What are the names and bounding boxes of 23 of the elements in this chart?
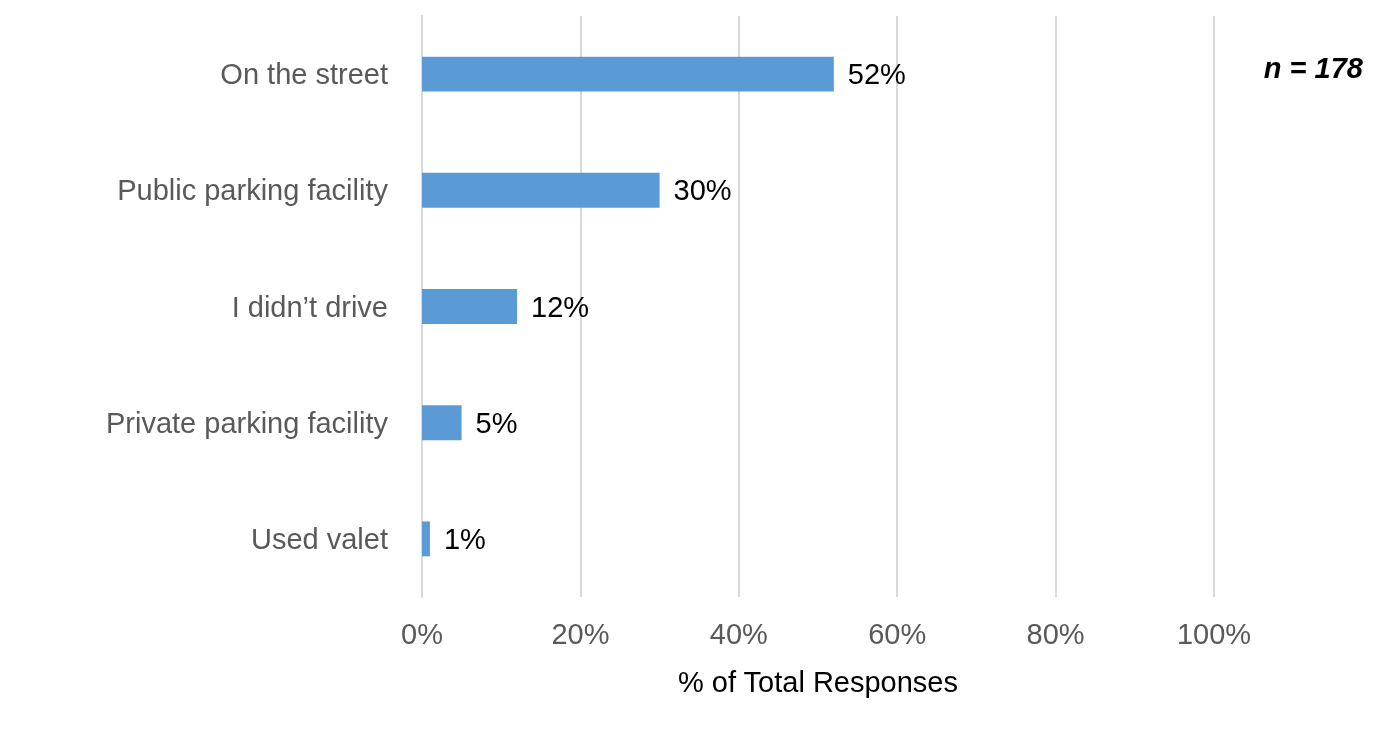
data-label: 5% <box>475 406 518 439</box>
x-tick-label: 0% <box>401 617 443 650</box>
x-tick-label: 20% <box>551 617 610 650</box>
x-tick-label: 80% <box>1026 617 1085 650</box>
data-label: 30% <box>673 174 732 207</box>
x-axis-title: % of Total Responses <box>678 665 958 698</box>
y-tick-label: Public parking facility <box>117 174 389 207</box>
bar <box>422 405 462 441</box>
x-tick-label: 100% <box>1176 617 1252 650</box>
bar <box>422 56 834 92</box>
x-tick-label: 40% <box>709 617 768 650</box>
bar <box>422 289 518 324</box>
text: n = 178 <box>1263 51 1364 84</box>
x-tick-label: 60% <box>868 617 927 650</box>
bar <box>422 172 660 208</box>
bar <box>422 521 430 557</box>
data-label: 1% <box>443 522 486 555</box>
data-label: 52% <box>847 58 906 91</box>
y-tick-label: Used valet <box>250 522 388 555</box>
y-tick-label: I didn’t drive <box>231 290 388 323</box>
y-tick-label: Private parking facility <box>105 406 389 439</box>
data-label: 12% <box>531 290 590 323</box>
y-tick-label: On the street <box>220 58 388 91</box>
